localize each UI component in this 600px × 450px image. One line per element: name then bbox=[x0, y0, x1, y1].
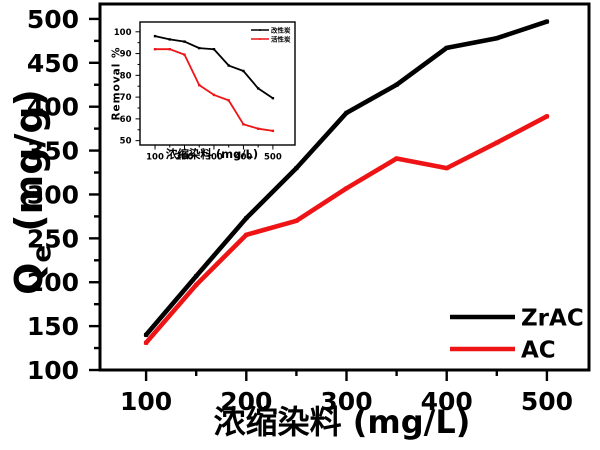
inset-data-point-marker bbox=[227, 99, 230, 102]
main-y-tick-label: 100 bbox=[27, 356, 79, 385]
main-legend-marker bbox=[480, 347, 485, 351]
main-plot-frame bbox=[98, 2, 591, 372]
main-x-axis-label: 浓缩染料 (mg/L) bbox=[213, 403, 471, 441]
main-data-point-marker bbox=[144, 332, 149, 337]
main-y-axis-label-units: (mg/g) bbox=[7, 89, 51, 245]
inset-y-tick-label: 70 bbox=[120, 93, 132, 103]
main-legend-label: AC bbox=[521, 337, 556, 363]
main-series-line-ZrAC bbox=[143, 19, 550, 338]
main-series-AC bbox=[143, 114, 550, 346]
main-y-tick-label: 350 bbox=[27, 137, 79, 166]
inset-legend-marker bbox=[259, 29, 261, 31]
inset-series-line-活性炭 bbox=[154, 48, 274, 132]
main-x-tick-label: 200 bbox=[220, 387, 272, 416]
main-data-point-marker bbox=[344, 186, 349, 191]
main-legend-label: ZrAC bbox=[521, 305, 584, 331]
main-x-tick-label: 100 bbox=[120, 387, 172, 416]
main-x-tick-label: 300 bbox=[320, 387, 372, 416]
main-y-axis-label-symbol: Q bbox=[7, 262, 51, 295]
main-y-axis-label: Qe (mg/g) bbox=[7, 32, 58, 352]
inset-x-axis-label: 浓缩染料 (mg/L) bbox=[165, 147, 259, 161]
inset-data-point-marker bbox=[168, 38, 171, 41]
inset-data-point-marker bbox=[168, 48, 171, 51]
inset-data-point-marker bbox=[271, 129, 275, 133]
inset-plot-frame bbox=[139, 21, 296, 146]
main-data-point-marker bbox=[344, 110, 349, 115]
main-data-point-marker bbox=[144, 340, 149, 345]
inset-data-point-marker bbox=[198, 46, 201, 50]
main-data-point-marker bbox=[294, 218, 299, 223]
main-data-point-marker bbox=[444, 45, 449, 50]
main-data-point-marker bbox=[394, 82, 399, 87]
main-legend-marker bbox=[480, 315, 485, 319]
inset-data-point-marker bbox=[153, 34, 157, 38]
inset-x-tick-label: 300 bbox=[205, 153, 223, 163]
main-data-point-marker bbox=[544, 19, 549, 24]
inset-data-point-marker bbox=[242, 69, 245, 73]
inset-data-point-marker bbox=[256, 87, 260, 90]
main-data-point-marker bbox=[494, 36, 499, 41]
main-x-tick-label: 500 bbox=[521, 387, 573, 416]
inset-data-point-marker bbox=[242, 123, 245, 126]
inset-data-point-marker bbox=[256, 127, 260, 130]
main-y-tick-label: 450 bbox=[27, 49, 79, 78]
main-y-tick-label: 200 bbox=[27, 268, 79, 297]
inset-data-point-marker bbox=[212, 93, 216, 97]
inset-y-tick-label: 90 bbox=[120, 50, 132, 60]
inset-y-tick-label: 50 bbox=[120, 137, 132, 147]
inset-series-line-改性炭 bbox=[154, 35, 274, 100]
inset-x-tick-label: 200 bbox=[176, 153, 194, 163]
main-y-tick-label: 500 bbox=[27, 5, 79, 34]
inset-data-point-marker bbox=[183, 53, 186, 56]
inset-x-tick-label: 400 bbox=[235, 153, 253, 163]
inset-legend-label: 改性炭 bbox=[271, 25, 291, 34]
inset-y-tick-label: 60 bbox=[120, 115, 132, 125]
inset-x-tick-label: 100 bbox=[146, 153, 164, 163]
main-series-ZrAC bbox=[143, 19, 550, 338]
inset-data-point-marker bbox=[227, 64, 230, 67]
inset-data-point-marker bbox=[212, 48, 216, 51]
inset-legend-label: 活性炭 bbox=[271, 34, 291, 43]
main-data-point-marker bbox=[244, 232, 249, 237]
main-tick-labels: 100 200 300 400 500 100 150 200 250 300 350 400 450 5… bbox=[27, 5, 573, 416]
main-y-tick-label: 300 bbox=[27, 180, 79, 209]
main-data-point-marker bbox=[244, 216, 249, 221]
main-y-tick-label: 150 bbox=[27, 312, 79, 341]
inset-data-point-marker bbox=[198, 83, 201, 87]
main-data-point-marker bbox=[444, 166, 449, 171]
inset-x-tick-label: 500 bbox=[264, 153, 282, 163]
main-y-axis-label-subscript: e bbox=[27, 244, 58, 263]
main-y-tick-label: 250 bbox=[27, 224, 79, 253]
inset-y-tick-label: 80 bbox=[120, 71, 132, 81]
main-x-tick-label: 400 bbox=[421, 387, 473, 416]
inset-tick-labels: 100 200 300 400 500 50 60 70 80 90 100 bbox=[114, 28, 282, 163]
main-data-point-marker bbox=[294, 166, 299, 171]
main-data-point-marker bbox=[194, 282, 199, 287]
main-data-point-marker bbox=[494, 140, 499, 145]
inset-data-point-marker bbox=[271, 96, 275, 100]
inset-y-axis-label: Removal % bbox=[110, 46, 123, 121]
main-data-point-marker bbox=[194, 274, 199, 279]
main-chart: 100 200 300 400 500 100 150 200 250 300 350 400 450 5… bbox=[27, 2, 591, 416]
main-y-tick-label: 400 bbox=[27, 93, 79, 122]
main-data-point-marker bbox=[544, 114, 549, 119]
inset-data-point-marker bbox=[153, 48, 157, 51]
inset-series-活性炭 bbox=[153, 48, 275, 133]
inset-y-tick-label: 100 bbox=[114, 28, 132, 38]
inset-series-改性炭 bbox=[153, 34, 275, 100]
inset-legend-marker bbox=[259, 38, 261, 40]
main-data-point-marker bbox=[394, 156, 399, 161]
main-legend: ZrAC AC bbox=[450, 305, 584, 363]
inset-data-point-marker bbox=[183, 40, 186, 43]
